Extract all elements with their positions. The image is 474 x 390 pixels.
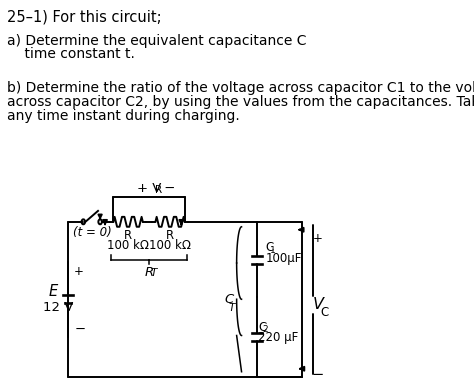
Text: V: V [312, 297, 323, 312]
Text: 2: 2 [263, 325, 268, 334]
Text: 220 μF: 220 μF [258, 332, 299, 344]
Text: 1: 1 [270, 246, 275, 255]
Text: R: R [155, 185, 163, 195]
Text: any time instant during charging.: any time instant during charging. [7, 109, 240, 122]
Text: across capacitor C2, by using the values from the capacitances. Take: across capacitor C2, by using the values… [7, 95, 474, 109]
Text: a) Determine the equivalent capacitance C: a) Determine the equivalent capacitance … [7, 34, 307, 48]
Text: C: C [265, 241, 273, 254]
Text: C: C [320, 306, 329, 319]
Text: (t = 0): (t = 0) [73, 226, 111, 239]
Text: C: C [258, 321, 266, 333]
Text: E: E [48, 284, 57, 299]
Text: + V: + V [137, 182, 161, 195]
Text: 100 kΩ: 100 kΩ [107, 239, 149, 252]
Text: −: − [312, 367, 324, 382]
Text: R: R [124, 229, 132, 242]
Text: time constant t.: time constant t. [7, 47, 135, 61]
Text: T: T [151, 268, 157, 278]
Text: b) Determine the ratio of the voltage across capacitor C1 to the voltage: b) Determine the ratio of the voltage ac… [7, 81, 474, 95]
Text: R: R [166, 229, 174, 242]
Text: +: + [313, 232, 323, 245]
Text: C: C [224, 293, 233, 306]
Text: T: T [229, 303, 235, 313]
Text: −: − [74, 323, 85, 336]
Text: 100 kΩ: 100 kΩ [149, 239, 191, 252]
Text: +: + [74, 266, 84, 278]
Text: 100μF: 100μF [265, 252, 302, 265]
Text: R: R [145, 266, 154, 280]
Text: −: − [160, 182, 175, 195]
Text: 12 V: 12 V [44, 301, 74, 314]
Text: 25–1) For this circuit;: 25–1) For this circuit; [7, 9, 162, 24]
